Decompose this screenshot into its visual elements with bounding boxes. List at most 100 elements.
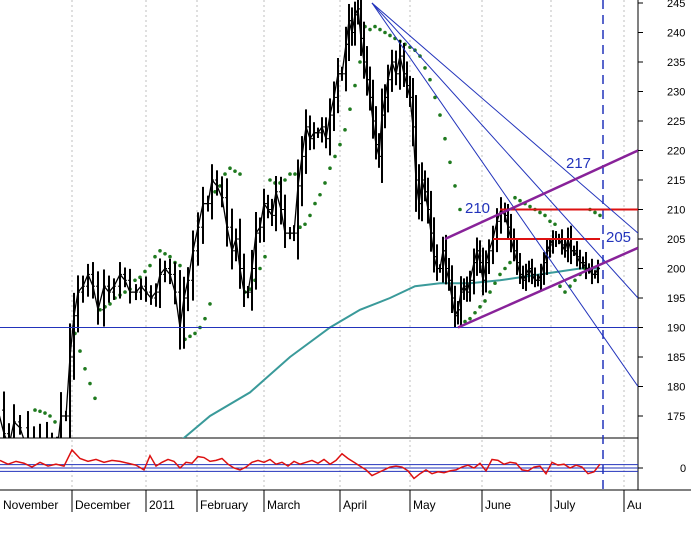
sar-dot: [478, 305, 482, 309]
sar-dot: [318, 192, 322, 197]
sar-dot: [323, 181, 327, 185]
y-tick-label: 230: [667, 87, 685, 99]
y-tick-label: 195: [667, 293, 685, 305]
fan-line-2: [371, 2, 638, 299]
sar-dot: [498, 272, 502, 277]
sar-dot: [263, 254, 267, 259]
sar-dot: [188, 334, 192, 339]
x-tick-label: April: [343, 498, 367, 512]
sar-dot: [203, 316, 207, 321]
y-axis: 245 240 235 230 225 220 215 210 205 200 195 190 185 1…: [638, 0, 685, 423]
sar-dot: [78, 349, 82, 353]
sar-dot: [138, 275, 142, 280]
sar-dot: [83, 367, 87, 371]
sar-dot: [88, 381, 92, 386]
channel-lower-line: [457, 246, 638, 329]
annotation-label-217: 217: [566, 155, 591, 172]
sar-dot: [428, 77, 432, 82]
sar-dot: [163, 251, 167, 256]
sar-dot: [388, 33, 392, 38]
x-tick-label: May: [413, 498, 436, 512]
sar-dot: [213, 190, 217, 194]
y-tick-label: 220: [667, 146, 685, 158]
x-tick-label: July: [554, 498, 575, 512]
sar-dot: [158, 249, 162, 253]
sar-dot: [153, 254, 157, 259]
overlay-lines-layer: [0, 2, 638, 387]
sar-dot: [343, 128, 347, 132]
y-tick-label: 215: [667, 175, 685, 187]
sar-dot: [288, 172, 292, 176]
sar-dot: [483, 299, 487, 303]
sar-dot: [43, 411, 47, 415]
sar-dot: [133, 278, 137, 283]
sar-dot: [328, 166, 332, 170]
annotation-label-205: 205: [606, 229, 631, 246]
sar-dot: [348, 107, 352, 111]
sar-dot: [443, 136, 447, 141]
sar-dot: [268, 178, 272, 182]
x-axis: November December 2011 February March April Ma…: [3, 490, 642, 512]
oscillator-panel: 0: [0, 448, 686, 480]
y-tick-label: 200: [667, 264, 685, 276]
oscillator-zero-label: 0: [680, 463, 686, 475]
y-tick-label: 190: [667, 323, 685, 335]
sar-dot: [468, 316, 472, 321]
sar-dot: [303, 222, 307, 227]
sar-dot: [168, 254, 172, 259]
sar-dot: [553, 222, 557, 227]
x-tick-label: Au: [627, 498, 642, 512]
annotation-labels: 217 210 205: [465, 155, 631, 246]
sar-dot: [493, 281, 497, 286]
sar-dot: [528, 204, 532, 209]
x-tick-label: March: [267, 498, 300, 512]
channel-upper-line: [444, 149, 638, 241]
fan-line-1: [371, 2, 638, 234]
sar-dot: [463, 319, 467, 324]
x-tick-label: 2011: [149, 498, 175, 512]
sar-dot: [383, 30, 387, 35]
sar-dot: [543, 213, 547, 218]
sar-dot: [518, 198, 522, 203]
sar-dot: [233, 169, 237, 173]
sar-dot: [178, 263, 182, 268]
x-tick-label: November: [3, 498, 58, 512]
sar-dot: [368, 27, 372, 32]
sar-dot: [593, 210, 597, 215]
sar-dot: [228, 166, 232, 170]
sar-dot: [143, 269, 147, 274]
sar-dot: [308, 213, 312, 218]
sar-dot: [563, 290, 567, 294]
y-tick-label: 185: [667, 352, 685, 364]
sar-dot: [433, 95, 437, 100]
sar-dot: [223, 172, 227, 176]
sar-dot: [208, 302, 212, 306]
sar-dot: [333, 154, 337, 159]
sar-dot: [458, 207, 462, 212]
sar-dot: [513, 195, 517, 200]
sar-dot: [193, 331, 197, 336]
sar-dot: [108, 302, 112, 306]
sar-dot: [353, 83, 357, 88]
price-bars-layer: [0, 0, 600, 438]
x-tick-label: June: [485, 498, 511, 512]
sar-dot: [438, 113, 442, 117]
sar-dot: [298, 225, 302, 229]
sar-dot: [423, 66, 427, 70]
sar-dot: [48, 414, 52, 418]
sar-dot: [148, 263, 152, 268]
sar-dot: [573, 278, 577, 283]
sar-dot: [338, 142, 342, 147]
y-tick-label: 210: [667, 205, 685, 217]
y-tick-label: 175: [667, 411, 685, 423]
y-tick-label: 180: [667, 382, 685, 394]
x-tick-label: February: [200, 498, 248, 512]
sar-dot: [283, 178, 287, 182]
y-tick-label: 205: [667, 234, 685, 246]
sar-dot: [373, 24, 377, 29]
sar-dot: [38, 409, 42, 414]
sar-dot: [238, 172, 242, 176]
sar-dot: [538, 210, 542, 215]
